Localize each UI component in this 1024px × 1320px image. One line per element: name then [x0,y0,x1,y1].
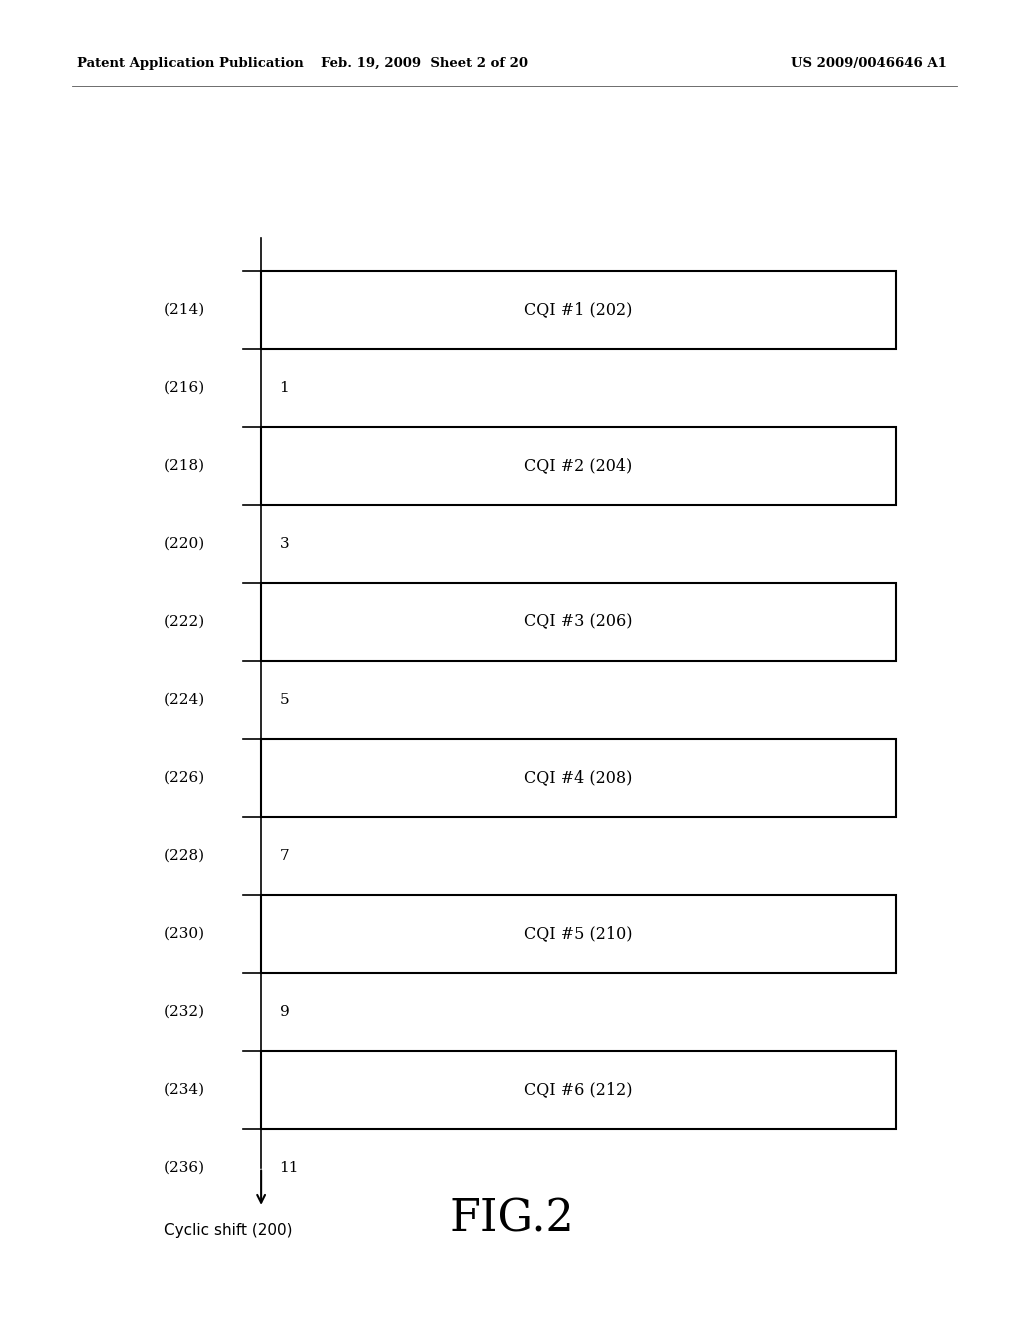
Text: (236): (236) [164,1160,205,1175]
Text: (218): (218) [164,458,205,473]
Text: 3: 3 [280,537,289,550]
Text: FIG.2: FIG.2 [450,1197,574,1241]
Text: 9: 9 [280,1005,290,1019]
Bar [261,426,896,504]
Text: CQI #1 (202): CQI #1 (202) [524,301,633,318]
Text: 2: 2 [280,458,290,473]
Text: 6: 6 [280,771,290,784]
Bar [261,582,896,660]
Text: Feb. 19, 2009  Sheet 2 of 20: Feb. 19, 2009 Sheet 2 of 20 [322,57,528,70]
Text: 0: 0 [280,302,290,317]
Text: (216): (216) [164,380,205,395]
Text: 10: 10 [280,1082,299,1097]
Text: (214): (214) [164,302,205,317]
Text: 5: 5 [280,693,289,706]
Bar [261,271,896,348]
Text: Cyclic shift (200): Cyclic shift (200) [164,1222,292,1238]
Text: 4: 4 [280,615,290,628]
Text: CQI #3 (206): CQI #3 (206) [524,612,633,630]
Text: CQI #5 (210): CQI #5 (210) [524,925,633,942]
Text: CQI #4 (208): CQI #4 (208) [524,770,633,787]
Text: 7: 7 [280,849,289,862]
Text: CQI #2 (204): CQI #2 (204) [524,457,633,474]
Text: 1: 1 [280,380,290,395]
Text: 8: 8 [280,927,289,941]
Text: (224): (224) [164,693,205,706]
Text: 11: 11 [280,1160,299,1175]
Text: (220): (220) [164,537,205,550]
Text: Patent Application Publication: Patent Application Publication [77,57,303,70]
Text: CQI #6 (212): CQI #6 (212) [524,1081,633,1098]
Bar [261,1051,896,1129]
Text: (222): (222) [164,615,205,628]
Bar [261,739,896,817]
Text: (228): (228) [164,849,205,862]
Text: (230): (230) [164,927,205,941]
Text: (232): (232) [164,1005,205,1019]
Text: US 2009/0046646 A1: US 2009/0046646 A1 [792,57,947,70]
Text: (226): (226) [164,771,205,784]
Bar [261,895,896,973]
Text: (234): (234) [164,1082,205,1097]
